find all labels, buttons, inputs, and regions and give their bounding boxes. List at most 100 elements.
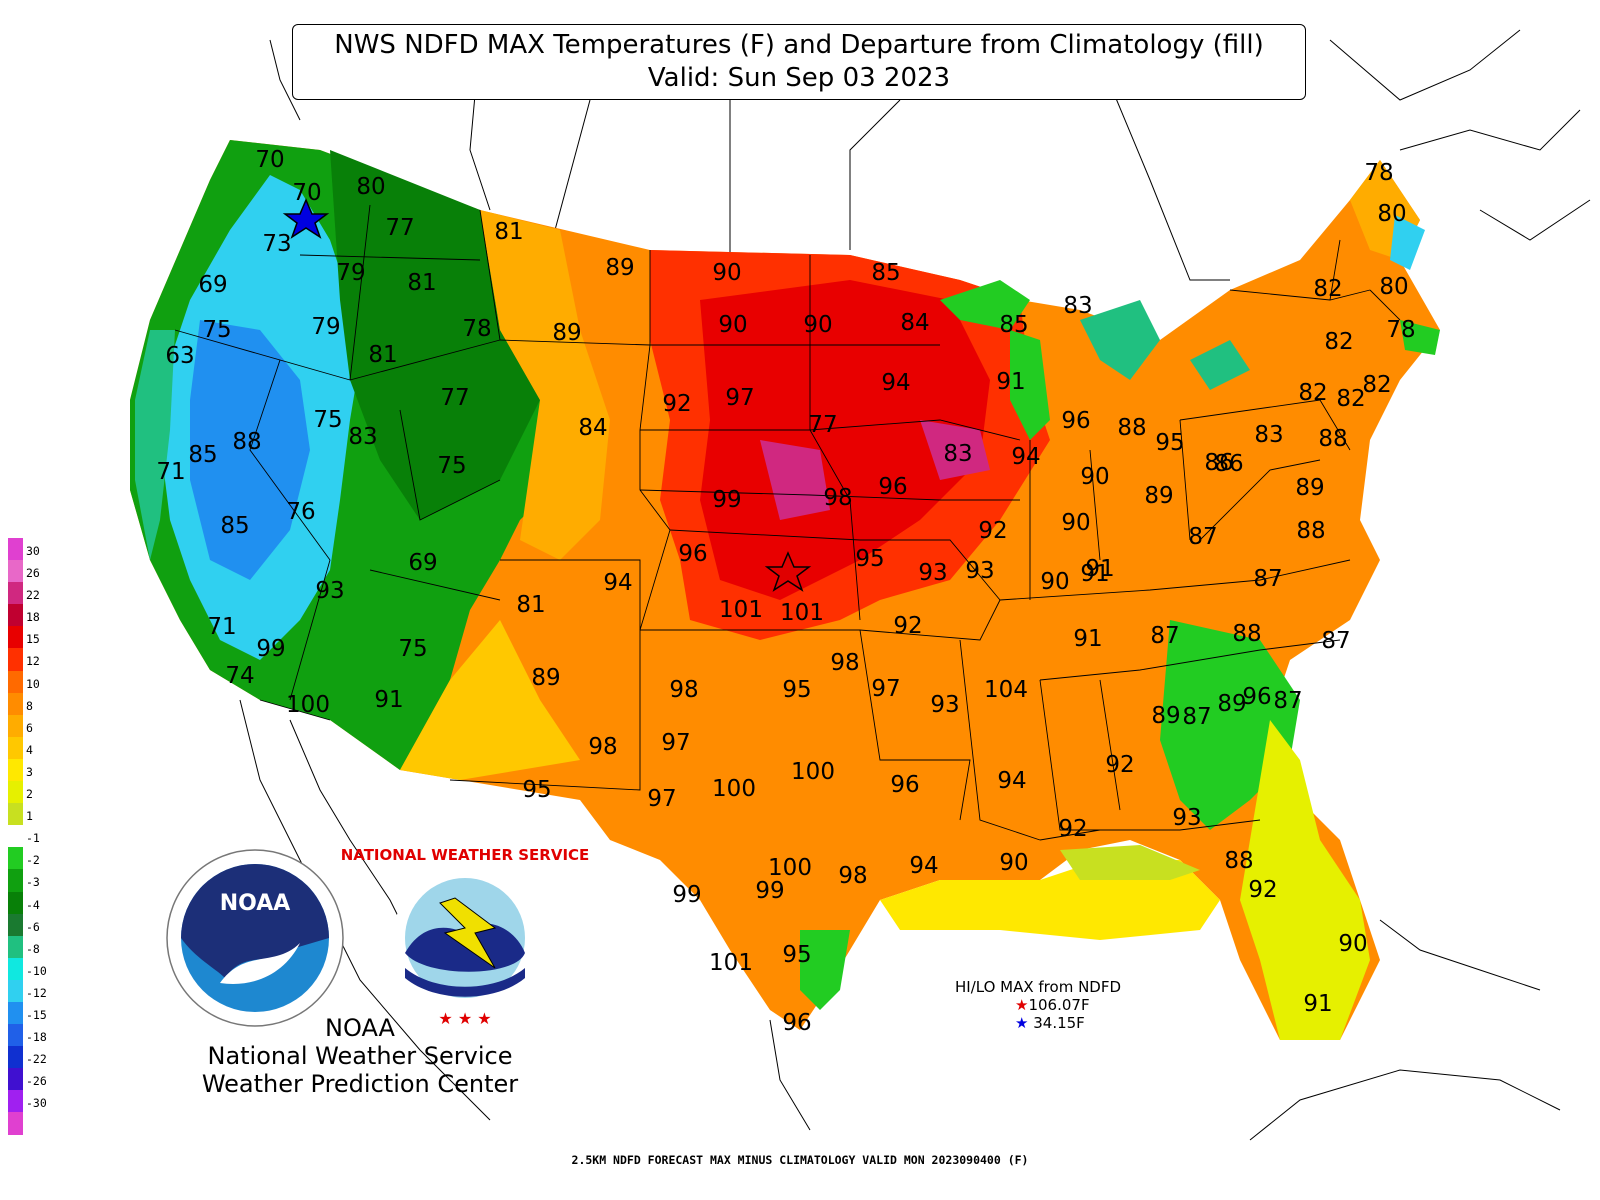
temperature-label: 73 bbox=[262, 231, 291, 257]
temperature-label: 97 bbox=[661, 730, 690, 756]
temperature-label: 71 bbox=[156, 459, 185, 485]
temperature-label: 95 bbox=[1155, 430, 1184, 456]
temperature-label: 97 bbox=[647, 786, 676, 812]
temperature-label: 99 bbox=[755, 878, 784, 904]
temperature-label: 97 bbox=[725, 385, 754, 411]
map-valid-date: Valid: Sun Sep 03 2023 bbox=[647, 63, 951, 93]
temperature-label: 100 bbox=[768, 855, 812, 881]
temperature-label: 99 bbox=[712, 487, 741, 513]
credit-nws: National Weather Service bbox=[207, 1042, 513, 1070]
temperature-label: 86 bbox=[1214, 451, 1243, 477]
legend-label: -1 bbox=[26, 831, 40, 846]
temperature-label: 81 bbox=[516, 592, 545, 618]
temperature-label: 89 bbox=[1144, 483, 1173, 509]
temperature-label: 80 bbox=[356, 174, 385, 200]
temperature-label: 89 bbox=[1295, 475, 1324, 501]
legend-swatch bbox=[8, 560, 23, 583]
temperature-label: 90 bbox=[712, 260, 741, 286]
departure-legend: 30 26 22 18 15 12 10 8 6 4 3 2 1 -1 -2 -3 -4 -6 -8 -10 -12 -1… bbox=[8, 538, 68, 1135]
temperature-label: 96 bbox=[782, 1010, 811, 1036]
legend-row: -3 bbox=[8, 869, 68, 892]
hi-lo-markers bbox=[282, 198, 812, 592]
temperature-label: 83 bbox=[1254, 422, 1283, 448]
legend-label: -12 bbox=[26, 985, 47, 1000]
temperature-label: 83 bbox=[1063, 293, 1092, 319]
legend-row: 1 bbox=[8, 803, 68, 826]
temperature-label: 87 bbox=[1150, 623, 1179, 649]
temperature-label: 70 bbox=[255, 147, 284, 173]
temperature-label: 90 bbox=[1040, 569, 1069, 595]
lo-value: 34.15F bbox=[1033, 1014, 1085, 1032]
temperature-label: 80 bbox=[1379, 274, 1408, 300]
nws-logo-stars: ★ ★ ★ bbox=[438, 1009, 491, 1028]
hi-value: 106.07F bbox=[1028, 996, 1090, 1014]
legend-row: 4 bbox=[8, 736, 68, 759]
legend-swatch bbox=[8, 648, 23, 671]
temperature-label: 78 bbox=[1386, 317, 1415, 343]
legend-swatch bbox=[8, 626, 23, 649]
legend-swatch bbox=[8, 825, 23, 848]
temperature-label: 86 bbox=[1204, 450, 1233, 476]
legend-label: 30 bbox=[26, 544, 40, 558]
temperature-label: 82 bbox=[1324, 329, 1353, 355]
legend-row: 2 bbox=[8, 781, 68, 804]
temperature-label: 93 bbox=[1172, 805, 1201, 831]
temperature-label: 89 bbox=[605, 255, 634, 281]
temperature-label: 75 bbox=[398, 636, 427, 662]
credit-wpc: Weather Prediction Center bbox=[201, 1070, 519, 1098]
temperature-label: 84 bbox=[578, 415, 607, 441]
temperature-label: 78 bbox=[462, 316, 491, 342]
temperature-label: 98 bbox=[823, 485, 852, 511]
hi-value-row: ★106.07F bbox=[955, 996, 1121, 1014]
noaa-logo-label: NOAA bbox=[220, 891, 291, 916]
legend-label: -18 bbox=[26, 1030, 47, 1045]
temperature-label: 75 bbox=[202, 317, 231, 343]
temperature-label: 82 bbox=[1362, 372, 1391, 398]
legend-label: -10 bbox=[26, 963, 47, 978]
legend-row: -15 bbox=[8, 1001, 68, 1025]
map-title-box: NWS NDFD MAX Temperatures (F) and Depart… bbox=[292, 24, 1306, 100]
temperature-label: 82 bbox=[1313, 276, 1342, 302]
map-footer: 2.5KM NDFD FORECAST MAX MINUS CLIMATOLOG… bbox=[571, 1153, 1029, 1167]
legend-row: 15 bbox=[8, 626, 68, 649]
legend-label: 12 bbox=[26, 654, 40, 669]
temperature-label: 96 bbox=[890, 772, 919, 798]
nws-logo-text: NATIONAL WEATHER SERVICE bbox=[341, 846, 590, 864]
legend-label: 6 bbox=[26, 720, 33, 735]
temperature-label: 93 bbox=[965, 558, 994, 584]
legend-swatch bbox=[8, 979, 23, 1002]
temperature-label: 85 bbox=[188, 442, 217, 468]
legend-swatch bbox=[8, 869, 23, 892]
legend-row: -10 bbox=[8, 957, 68, 980]
temperature-label: 101 bbox=[709, 950, 753, 976]
temperature-label: 99 bbox=[672, 882, 701, 908]
temperature-label: 91 bbox=[1073, 626, 1102, 652]
temperature-label: 91 bbox=[1303, 991, 1332, 1017]
legend-row bbox=[8, 1112, 68, 1135]
temperature-label: 80 bbox=[1377, 201, 1406, 227]
temperature-label: 99 bbox=[256, 636, 285, 662]
temperature-label: 77 bbox=[808, 412, 837, 438]
temperature-label: 90 bbox=[1080, 464, 1109, 490]
nws-logo: NATIONAL WEATHER SERVICE ★ ★ ★ bbox=[341, 846, 590, 1028]
legend-swatch bbox=[8, 670, 23, 693]
temperature-label: 89 bbox=[552, 320, 581, 346]
temperature-label: 70 bbox=[292, 180, 321, 206]
legend-row: -6 bbox=[8, 913, 68, 936]
temperature-label: 84 bbox=[900, 310, 929, 336]
temperature-label: 79 bbox=[311, 314, 340, 340]
legend-label: -6 bbox=[26, 919, 40, 934]
temperature-label: 75 bbox=[313, 407, 342, 433]
temperature-label: 100 bbox=[712, 776, 756, 802]
temperature-label: 92 bbox=[1248, 877, 1277, 903]
legend-label: 4 bbox=[26, 742, 33, 757]
legend-row: -22 bbox=[8, 1046, 68, 1069]
temperature-label: 95 bbox=[522, 777, 551, 803]
legend-row: -4 bbox=[8, 891, 68, 914]
temperature-label: 94 bbox=[909, 853, 938, 879]
legend-label: 1 bbox=[26, 809, 33, 824]
legend-label: -15 bbox=[26, 1007, 47, 1022]
legend-row: -18 bbox=[8, 1024, 68, 1047]
